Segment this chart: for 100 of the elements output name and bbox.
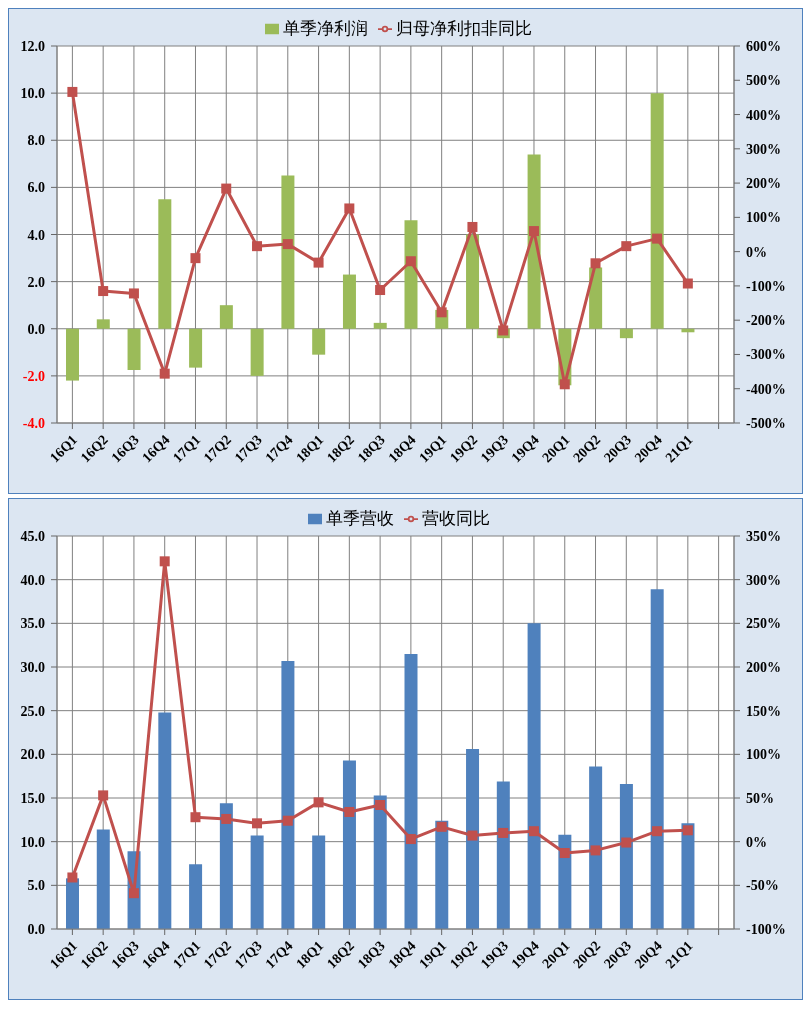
bar bbox=[66, 328, 79, 381]
point bbox=[67, 872, 78, 883]
point bbox=[467, 221, 478, 232]
bar bbox=[466, 234, 480, 329]
y2-tick-label: 200% bbox=[746, 660, 781, 675]
y2-tick-label: -100% bbox=[746, 922, 786, 937]
legend-label: 归母净利扣非同比 bbox=[396, 18, 532, 38]
y-tick-label: 35.0 bbox=[20, 616, 45, 632]
bar bbox=[373, 322, 387, 329]
bar bbox=[342, 274, 356, 329]
point bbox=[652, 233, 663, 244]
point bbox=[467, 830, 478, 841]
bar bbox=[312, 328, 326, 355]
y-tick-label: 0.0 bbox=[27, 321, 45, 337]
y2-tick-label: 300% bbox=[746, 572, 781, 588]
bar bbox=[281, 660, 295, 929]
bar bbox=[96, 319, 110, 329]
point bbox=[67, 86, 78, 97]
y2-tick-label: 0% bbox=[746, 244, 767, 260]
bar bbox=[496, 781, 510, 929]
bar bbox=[189, 864, 203, 929]
point bbox=[682, 825, 693, 836]
point bbox=[221, 183, 232, 194]
y2-tick-label: 400% bbox=[746, 107, 781, 123]
y-tick-label: -4.0 bbox=[22, 416, 45, 431]
point bbox=[528, 826, 539, 837]
point bbox=[252, 241, 263, 252]
bar bbox=[589, 766, 603, 929]
point bbox=[528, 226, 539, 237]
point bbox=[436, 821, 447, 832]
y2-tick-label: 500% bbox=[746, 73, 781, 89]
y2-tick-label: 50% bbox=[746, 791, 774, 806]
y2-tick-label: 150% bbox=[746, 703, 781, 719]
point bbox=[621, 241, 632, 252]
bar bbox=[619, 784, 633, 929]
y2-tick-label: 250% bbox=[746, 616, 781, 632]
legend-label: 单季营收 bbox=[325, 508, 394, 528]
y-tick-label: 6.0 bbox=[27, 180, 45, 196]
y-tick-label: 2.0 bbox=[27, 274, 45, 290]
point bbox=[128, 888, 139, 899]
bar bbox=[312, 835, 326, 929]
y2-tick-label: -300% bbox=[746, 347, 786, 363]
bar bbox=[127, 328, 141, 370]
point bbox=[682, 278, 693, 289]
y2-tick-label: 600% bbox=[746, 39, 781, 54]
point bbox=[621, 837, 632, 848]
y-tick-label: 12.0 bbox=[20, 39, 45, 54]
y-tick-label: 25.0 bbox=[20, 703, 45, 719]
bar bbox=[589, 267, 603, 329]
point bbox=[159, 368, 170, 379]
bar bbox=[650, 93, 664, 329]
y2-tick-label: 200% bbox=[746, 176, 781, 192]
point bbox=[98, 286, 109, 297]
y-tick-label: 40.0 bbox=[20, 572, 45, 588]
bar bbox=[189, 328, 203, 368]
point bbox=[652, 826, 663, 837]
y-tick-label: 10.0 bbox=[20, 834, 45, 850]
bar bbox=[558, 834, 572, 929]
bar bbox=[250, 328, 264, 376]
y-tick-label: 10.0 bbox=[20, 86, 45, 102]
bar bbox=[250, 835, 264, 929]
legend-label: 单季净利润 bbox=[283, 18, 368, 38]
y2-tick-label: 0% bbox=[746, 834, 767, 850]
y2-tick-label: 300% bbox=[746, 141, 781, 157]
bar bbox=[281, 175, 295, 329]
bar bbox=[435, 820, 449, 929]
y2-tick-label: -100% bbox=[746, 278, 786, 294]
point bbox=[344, 806, 355, 817]
point bbox=[590, 258, 601, 269]
point bbox=[190, 253, 201, 264]
point bbox=[282, 815, 293, 826]
bar bbox=[219, 305, 233, 329]
point bbox=[313, 797, 324, 808]
y-tick-label: 45.0 bbox=[20, 529, 45, 544]
y2-tick-label: -200% bbox=[746, 313, 786, 329]
y2-tick-label: 100% bbox=[746, 747, 781, 763]
bar bbox=[96, 829, 110, 929]
point bbox=[98, 790, 109, 801]
y2-tick-label: 100% bbox=[746, 210, 781, 226]
point bbox=[498, 827, 509, 838]
point bbox=[375, 285, 386, 296]
point bbox=[221, 813, 232, 824]
point bbox=[252, 818, 263, 829]
y-tick-label: 4.0 bbox=[27, 227, 45, 243]
point bbox=[405, 256, 416, 267]
bar bbox=[681, 823, 695, 929]
y2-tick-label: -50% bbox=[746, 878, 779, 894]
point bbox=[282, 239, 293, 250]
y-tick-label: 20.0 bbox=[20, 747, 45, 763]
bar bbox=[342, 760, 356, 929]
y-tick-label: 8.0 bbox=[27, 133, 45, 149]
bar bbox=[527, 623, 541, 929]
bar bbox=[650, 589, 664, 929]
y-tick-label: 30.0 bbox=[20, 660, 45, 675]
point bbox=[375, 799, 386, 810]
bar bbox=[404, 220, 418, 329]
y2-tick-label: -500% bbox=[746, 416, 786, 431]
point bbox=[344, 203, 355, 214]
y-tick-label: 0.0 bbox=[27, 922, 45, 937]
y-tick-label: -2.0 bbox=[22, 368, 45, 384]
